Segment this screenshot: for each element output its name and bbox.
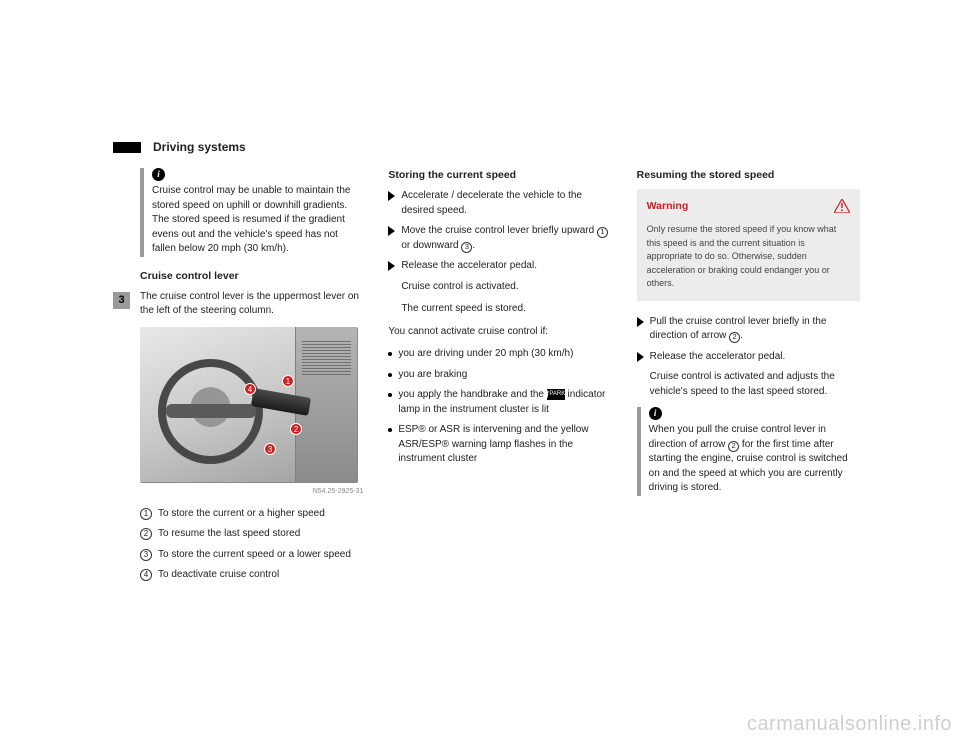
legend-row-4: 4 To deactivate cruise control [140, 568, 363, 583]
lever-description: The cruise control lever is the uppermos… [140, 290, 363, 319]
info-icon: i [152, 168, 165, 181]
legend-row-1: 1 To store the current or a higher speed [140, 507, 363, 522]
info-text-1: Cruise control may be unable to maintain… [152, 184, 363, 257]
list-item: you are braking [388, 368, 611, 383]
result-text: The current speed is stored. [401, 302, 611, 317]
step-text: Release the accelerator pedal. [401, 259, 537, 274]
info-note-2: i When you pull the cruise control lever… [637, 407, 860, 496]
subheading-cruise-lever: Cruise control lever [140, 269, 363, 284]
figure-code: N54.25-2925-31 [140, 487, 363, 497]
section-title: Driving systems [153, 140, 246, 154]
legend-text-4: To deactivate cruise control [158, 568, 363, 583]
list-item: ESP® or ASR is intervening and the yello… [388, 423, 611, 467]
figure-marker-2: 2 [290, 423, 302, 435]
header-black-tab [113, 142, 141, 153]
info-icon: i [649, 407, 662, 420]
step-row: Move the cruise control lever briefly up… [388, 224, 611, 253]
figure-legend: 1 To store the current or a higher speed… [140, 507, 363, 583]
inline-ref-2: 2 [728, 441, 739, 452]
list-text: ESP® or ASR is intervening and the yello… [398, 423, 611, 467]
inline-ref-3: 3 [461, 242, 472, 253]
list-text: you are driving under 20 mph (30 km/h) [398, 347, 573, 362]
dot-bullet-icon [388, 373, 392, 377]
legend-row-2: 2 To resume the last speed stored [140, 527, 363, 542]
list-text: you are braking [398, 368, 467, 383]
list-text: you apply the handbrake and the PARK ind… [398, 388, 611, 417]
legend-num-1: 1 [140, 508, 152, 520]
inline-ref-1: 1 [597, 227, 608, 238]
step-row: Release the accelerator pedal. [388, 259, 611, 274]
triangle-bullet-icon [637, 317, 644, 327]
cannot-list: you are driving under 20 mph (30 km/h) y… [388, 347, 611, 467]
list-item: you apply the handbrake and the PARK ind… [388, 388, 611, 417]
page-header: Driving systems [113, 140, 859, 154]
inline-ref-2: 2 [729, 332, 740, 343]
dot-bullet-icon [388, 393, 392, 397]
legend-text-3: To store the current speed or a lower sp… [158, 548, 363, 563]
result-text: Cruise control is activated. [401, 280, 611, 295]
list-item: you are driving under 20 mph (30 km/h) [388, 347, 611, 362]
dot-bullet-icon [388, 428, 392, 432]
list-text-part: you apply the handbrake and the [398, 389, 546, 400]
warning-box: Warning Only resume the stored speed if … [637, 189, 860, 301]
park-indicator-icon: PARK [547, 389, 565, 400]
figure-marker-4: 4 [244, 383, 256, 395]
step-row: Release the accelerator pedal. [637, 350, 860, 365]
legend-text-1: To store the current or a higher speed [158, 507, 363, 522]
content-columns: i Cruise control may be unable to mainta… [140, 168, 860, 589]
step-text: Pull the cruise control lever briefly in… [650, 315, 860, 344]
step-row: Pull the cruise control lever briefly in… [637, 315, 860, 344]
triangle-bullet-icon [388, 191, 395, 201]
result-text: Cruise control is activated and adjusts … [650, 370, 860, 399]
legend-num-2: 2 [140, 528, 152, 540]
step-text: Release the accelerator pedal. [650, 350, 786, 365]
legend-num-4: 4 [140, 569, 152, 581]
subheading-storing-speed: Storing the current speed [388, 168, 611, 183]
column-2: Storing the current speed Accelerate / d… [388, 168, 611, 589]
column-3: Resuming the stored speed Warning Only r… [637, 168, 860, 589]
storing-steps: Accelerate / decelerate the vehicle to t… [388, 189, 611, 274]
watermark: carmanualsonline.info [747, 713, 952, 736]
step-text: Move the cruise control lever briefly up… [401, 224, 611, 253]
cannot-intro: You cannot activate cruise control if: [388, 325, 611, 340]
step-text-part: . [740, 330, 743, 341]
step-row: Accelerate / decelerate the vehicle to t… [388, 189, 611, 218]
column-1: i Cruise control may be unable to mainta… [140, 168, 363, 589]
figure-marker-3: 3 [264, 443, 276, 455]
warning-triangle-icon [834, 199, 850, 215]
triangle-bullet-icon [637, 352, 644, 362]
warning-header: Warning [647, 199, 850, 215]
info-text-2: When you pull the cruise control lever i… [649, 423, 860, 496]
triangle-bullet-icon [388, 226, 395, 236]
triangle-bullet-icon [388, 261, 395, 271]
legend-num-3: 3 [140, 549, 152, 561]
step-text-part: Move the cruise control lever briefly up… [401, 225, 597, 236]
info-note-1: i Cruise control may be unable to mainta… [140, 168, 363, 257]
dot-bullet-icon [388, 352, 392, 356]
legend-row-3: 3 To store the current speed or a lower … [140, 548, 363, 563]
figure-steering-wheel [158, 359, 263, 464]
step-text-part: or downward [401, 240, 461, 251]
legend-text-2: To resume the last speed stored [158, 527, 363, 542]
resuming-steps: Pull the cruise control lever briefly in… [637, 315, 860, 365]
chapter-tab: 3 [113, 292, 130, 309]
step-text: Accelerate / decelerate the vehicle to t… [401, 189, 611, 218]
cruise-lever-figure: 1 2 3 4 [140, 327, 358, 483]
warning-title: Warning [647, 199, 689, 214]
figure-marker-1: 1 [282, 375, 294, 387]
warning-body: Only resume the stored speed if you know… [647, 223, 850, 291]
subheading-resuming-speed: Resuming the stored speed [637, 168, 860, 183]
